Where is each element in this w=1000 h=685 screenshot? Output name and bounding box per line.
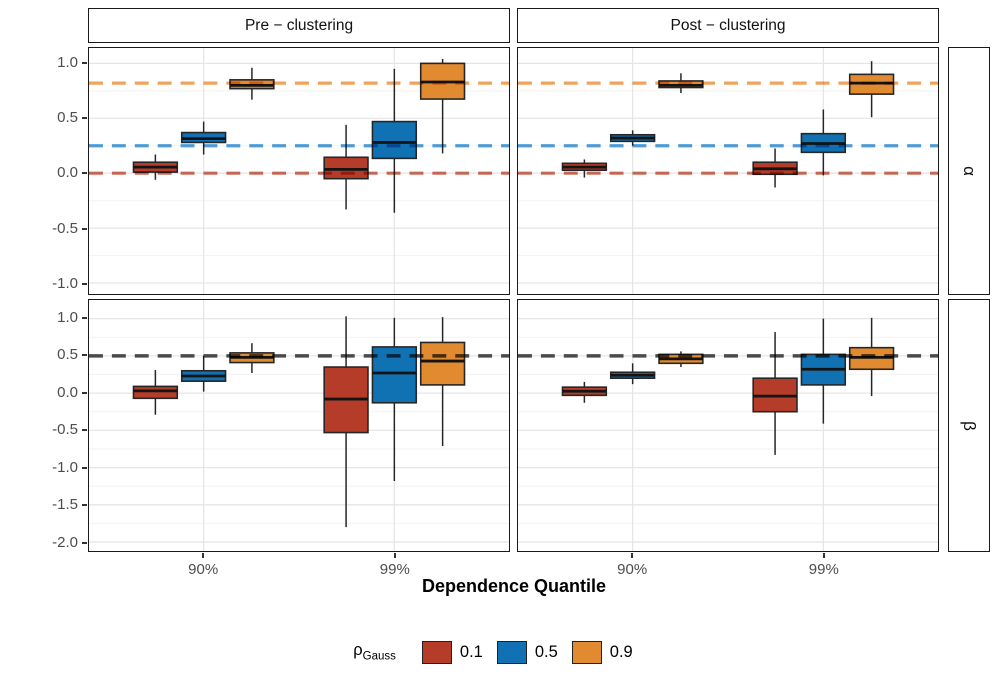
y-tick-label: -1.0 [52, 458, 78, 476]
legend-item-0.9: 0.9 [571, 640, 633, 664]
panel-post-alpha [517, 47, 939, 295]
boxplot-box [371, 346, 418, 404]
y-tick-label: -1.5 [52, 496, 78, 514]
legend-key-swatch [421, 640, 452, 664]
x-tick-mark [631, 553, 634, 558]
x-tick-label: 90% [188, 561, 219, 578]
y-tick-label: 1.0 [57, 53, 78, 71]
y-tick-mark [82, 172, 87, 175]
panel-pre-alpha [88, 47, 510, 295]
facet-strip-label: Pre − clustering [244, 16, 354, 34]
boxplot-box [371, 120, 418, 160]
y-tick-mark [82, 227, 87, 230]
panel-pre-beta [88, 299, 510, 552]
boxplot-box [132, 385, 179, 400]
y-tick-label: 0.0 [57, 164, 78, 182]
x-tick-label: 99% [379, 561, 410, 578]
legend: ρGauss 0.1 0.5 0.9 [0, 637, 1000, 667]
legend-item-label: 0.9 [609, 642, 633, 661]
y-tick-label: 1.0 [57, 308, 78, 326]
y-tick-label: -2.0 [52, 533, 78, 551]
x-axis-title: Dependence Quantile [421, 576, 607, 596]
legend-item-label: 0.5 [534, 642, 558, 661]
legend-item-label: 0.1 [459, 642, 483, 661]
legend-key-swatch [571, 640, 602, 664]
panel-plot-area [518, 300, 938, 551]
panel-plot-area [89, 300, 509, 551]
boxplot-box [419, 341, 466, 386]
y-tick-label: 0.5 [57, 108, 78, 126]
legend-item-0.5: 0.5 [496, 640, 558, 664]
facet-strip-label: β [960, 420, 979, 431]
y-tick-mark [82, 466, 87, 469]
y-tick-label: 0.0 [57, 383, 78, 401]
y-tick-mark [82, 282, 87, 285]
x-tick-label: 90% [617, 561, 648, 578]
x-tick-mark [822, 553, 825, 558]
x-tick-label: 99% [808, 561, 839, 578]
facet-strip-post-clustering: Post − clustering [517, 8, 939, 43]
panel-plot-area [518, 48, 938, 294]
y-tick-mark [82, 429, 87, 432]
y-tick-mark [82, 541, 87, 544]
facet-strip-beta: β [948, 299, 990, 552]
panel-post-beta [517, 299, 939, 552]
legend-key-swatch [496, 640, 527, 664]
legend-title: ρGauss [353, 641, 396, 663]
y-tick-label: -0.5 [52, 219, 78, 237]
facet-strip-pre-clustering: Pre − clustering [88, 8, 510, 43]
y-tick-mark [82, 61, 87, 64]
x-tick-mark [393, 553, 396, 558]
y-tick-mark [82, 116, 87, 119]
facet-strip-label: Post − clustering [670, 16, 786, 34]
legend-item-0.1: 0.1 [421, 640, 483, 664]
facet-strip-alpha: α [948, 47, 990, 295]
y-tick-label: -1.0 [52, 274, 78, 292]
panel-plot-area [89, 48, 509, 294]
y-tick-mark [82, 391, 87, 394]
x-tick-mark [202, 553, 205, 558]
y-tick-mark [82, 354, 87, 357]
y-tick-mark [82, 316, 87, 319]
y-tick-label: 0.5 [57, 346, 78, 364]
facet-strip-label: α [959, 166, 979, 176]
y-tick-label: -0.5 [52, 421, 78, 439]
y-tick-mark [82, 504, 87, 507]
